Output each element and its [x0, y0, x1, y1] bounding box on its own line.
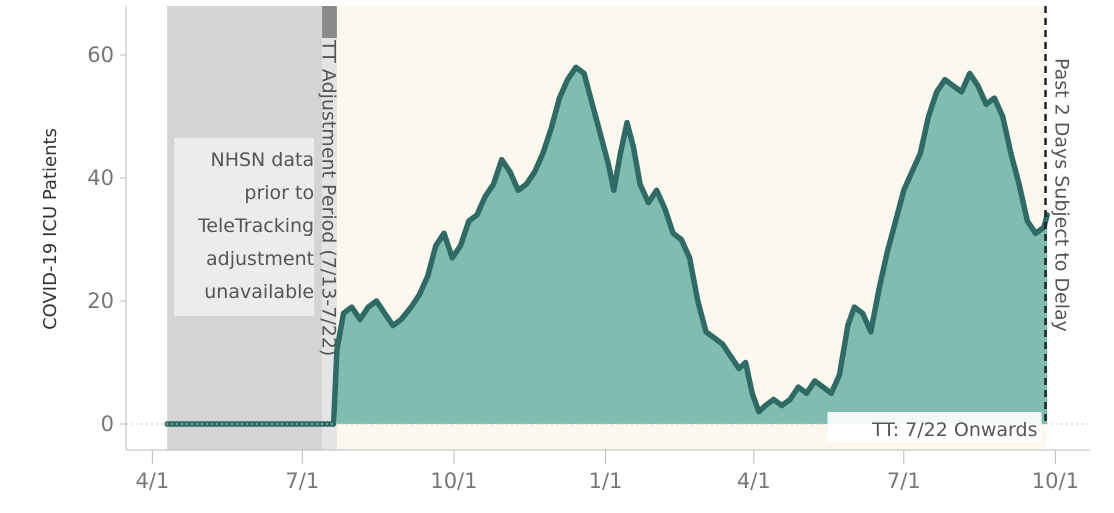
nhsn-note-line: TeleTracking — [197, 215, 314, 237]
y-tick-label: 20 — [87, 289, 114, 313]
x-tick-label: 10/1 — [1032, 469, 1079, 493]
nhsn-note-background — [174, 138, 315, 316]
nhsn-note-line: NHSN data — [210, 149, 314, 171]
x-tick-label: 4/1 — [737, 469, 771, 493]
y-tick-label: 40 — [87, 166, 114, 190]
x-tick-label: 7/1 — [887, 469, 921, 493]
delay-marker-label: Past 2 Days Subject to Delay — [1051, 58, 1073, 332]
adjustment-region-tab — [322, 6, 337, 38]
tt-onwards-label-background — [827, 412, 1042, 442]
nhsn-note-line: prior to — [244, 182, 314, 204]
annotations: NHSN data prior to TeleTracking adjustment u… — [174, 6, 1073, 442]
x-tick-label: 7/1 — [285, 469, 319, 493]
nhsn-note-line: unavailable — [204, 281, 314, 303]
rolling-average-line — [164, 64, 1050, 427]
daily-icu-area — [336, 67, 1048, 425]
adjustment-region-band — [322, 6, 337, 450]
area-layer — [164, 64, 1050, 427]
y-tick-label: 0 — [101, 412, 114, 436]
y-axis-title: COVID-19 ICU Patients — [40, 128, 61, 330]
x-tick-label: 1/1 — [589, 469, 623, 493]
y-tick-label: 60 — [87, 43, 114, 67]
axes: 0 20 40 60 COVID-19 ICU Patients 4/1 7/1 10/1 1/… — [40, 6, 1090, 493]
tt-onwards-label: TT: 7/22 Onwards — [871, 419, 1038, 441]
x-tick-label: 10/1 — [430, 469, 477, 493]
adjustment-period-label: TT Adjustment Period (7/13-7/22) — [318, 39, 340, 356]
x-tick-label: 4/1 — [135, 469, 169, 493]
nhsn-note-line: adjustment — [206, 248, 314, 270]
